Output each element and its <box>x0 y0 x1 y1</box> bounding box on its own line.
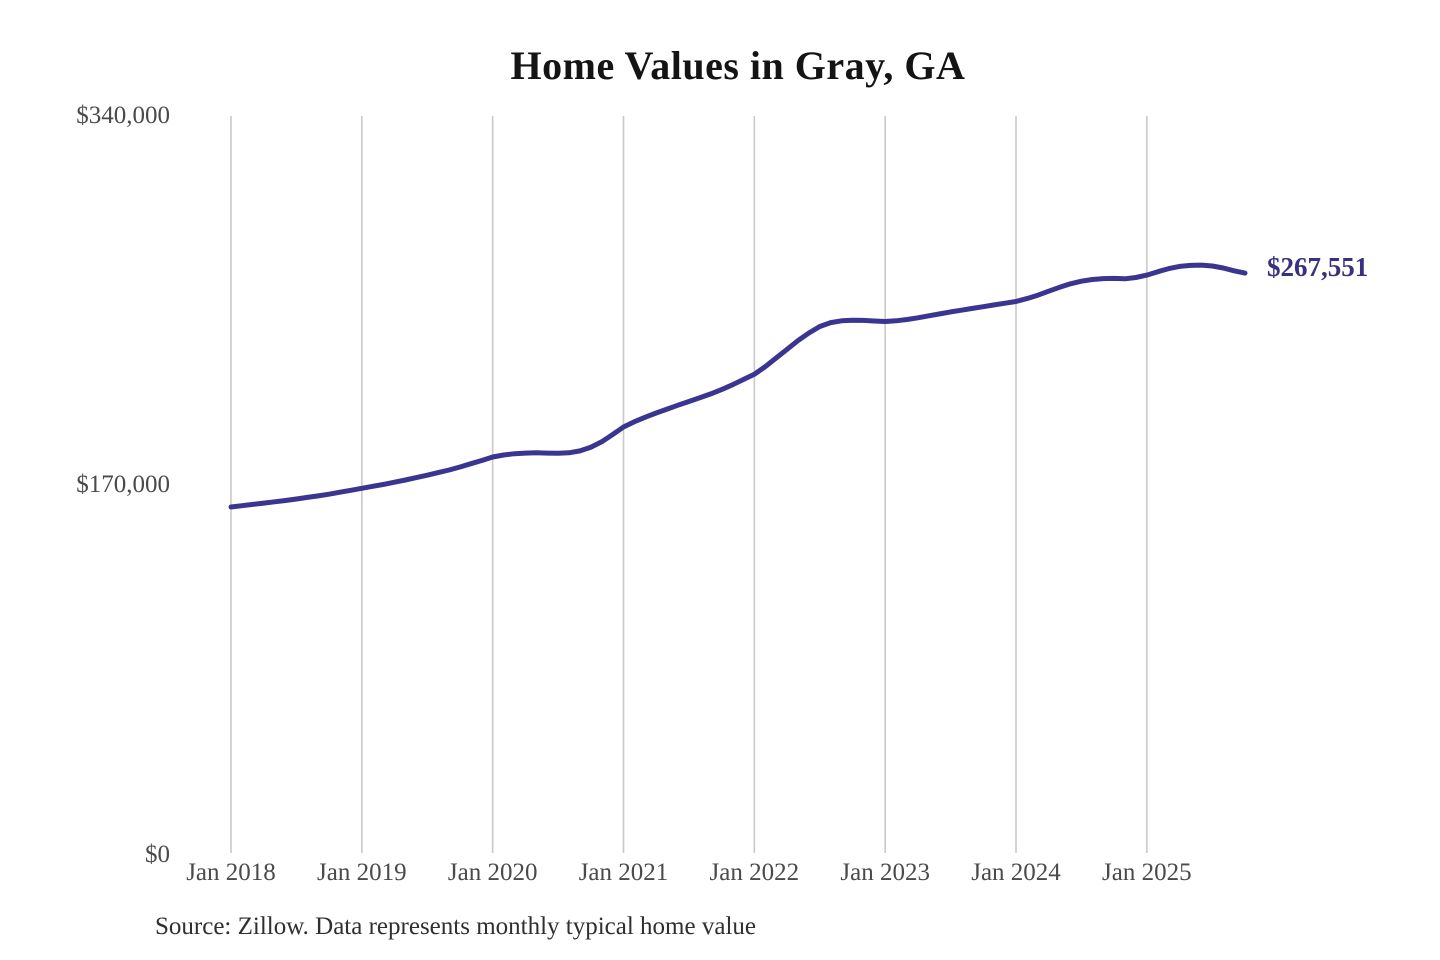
end-value-label: $267,551 <box>1266 252 1369 283</box>
x-axis-label: Jan 2021 <box>578 859 669 886</box>
x-axis-label: Jan 2019 <box>317 859 407 886</box>
y-axis-label: $170,000 <box>76 471 170 499</box>
y-axis-label: $340,000 <box>76 101 170 129</box>
x-axis-label: Jan 2022 <box>709 859 800 886</box>
source-note: Source: Zillow. Data represents monthly … <box>155 913 756 940</box>
x-axis-label: Jan 2024 <box>971 859 1061 886</box>
home-value-line <box>228 262 1248 510</box>
x-axis-label: Jan 2020 <box>447 859 538 886</box>
x-axis-label: Jan 2025 <box>1102 859 1192 886</box>
page-title: Home Values in Gray, GA <box>510 43 966 88</box>
y-axis-label: $0 <box>145 841 170 868</box>
x-axis-label: Jan 2023 <box>840 859 930 886</box>
x-axis-label: Jan 2018 <box>186 859 276 886</box>
